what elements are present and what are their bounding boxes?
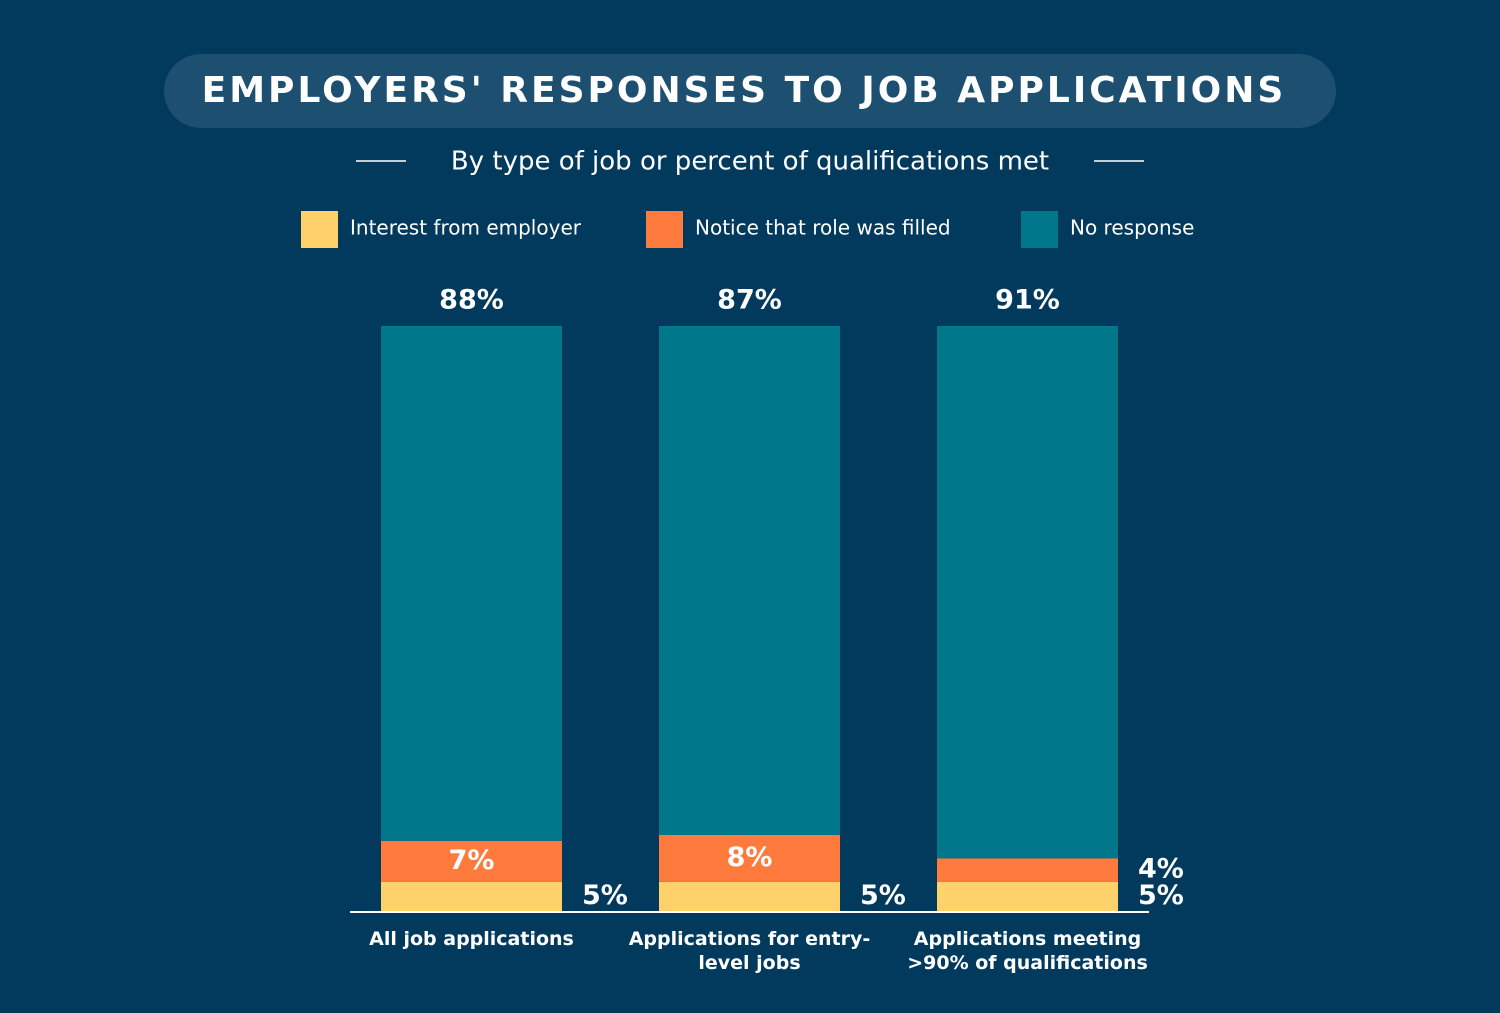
legend-swatch bbox=[646, 211, 683, 248]
value-label: 87% bbox=[717, 285, 782, 316]
bar-segment bbox=[937, 858, 1118, 882]
legend-swatch bbox=[1021, 211, 1058, 248]
bar-segment bbox=[937, 326, 1118, 859]
value-label: 8% bbox=[727, 842, 773, 873]
x-tick-label: Applications meeting >90% of qualificati… bbox=[907, 928, 1148, 974]
value-label: 7% bbox=[449, 845, 495, 876]
legend-swatch bbox=[301, 211, 338, 248]
bar-segment bbox=[937, 881, 1118, 911]
bar-segment bbox=[659, 881, 840, 911]
x-tick-label: All job applications bbox=[369, 928, 574, 950]
value-label: 4% bbox=[1138, 854, 1184, 885]
title-pill bbox=[164, 54, 1336, 128]
value-label: 88% bbox=[439, 285, 504, 316]
value-label: 5% bbox=[1138, 880, 1184, 911]
value-label: 5% bbox=[860, 880, 906, 911]
bar-segment bbox=[381, 840, 562, 882]
legend-label: Notice that role was filled bbox=[695, 216, 951, 240]
legend-label: No response bbox=[1070, 216, 1194, 240]
x-tick-label: Applications for entry-level jobs bbox=[628, 928, 871, 974]
legend-label: Interest from employer bbox=[350, 216, 582, 240]
bar-segment bbox=[659, 326, 840, 835]
bar-segment bbox=[381, 326, 562, 841]
bar-segment bbox=[381, 881, 562, 911]
bar-segment bbox=[659, 834, 840, 882]
chart-title: EMPLOYERS' RESPONSES TO JOB APPLICATIONS bbox=[202, 70, 1287, 111]
chart-subtitle: By type of job or percent of qualificati… bbox=[451, 147, 1049, 177]
value-label: 5% bbox=[582, 880, 628, 911]
value-label: 91% bbox=[995, 285, 1060, 316]
